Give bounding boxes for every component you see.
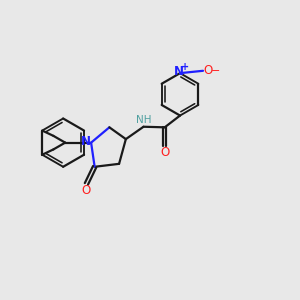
- Text: O: O: [204, 64, 213, 77]
- Text: O: O: [160, 146, 169, 159]
- Text: N: N: [174, 65, 184, 79]
- Text: N: N: [80, 135, 91, 148]
- Text: O: O: [81, 184, 90, 197]
- Text: NH: NH: [136, 115, 152, 125]
- Text: −: −: [211, 66, 220, 76]
- Text: +: +: [181, 62, 189, 72]
